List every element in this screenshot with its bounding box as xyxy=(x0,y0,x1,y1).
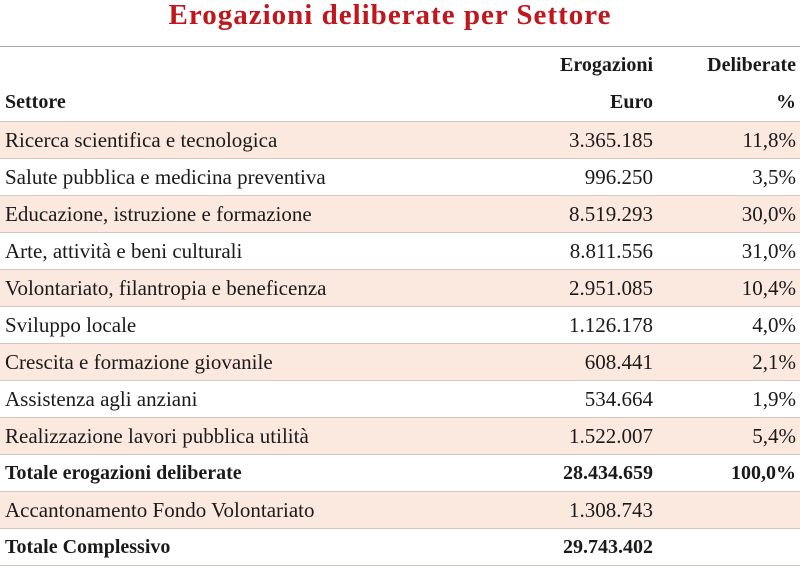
row-pct: 2,1% xyxy=(660,343,800,381)
total-deliberate-pct: 100,0% xyxy=(660,454,800,492)
page-title: Erogazioni deliberate per Settore xyxy=(168,0,612,31)
row-settore: Ricerca scientifica e tecnologica xyxy=(0,121,470,159)
row-euro: 8.519.293 xyxy=(470,195,660,233)
row-pct: 10,4% xyxy=(660,269,800,307)
row-settore: Sviluppo locale xyxy=(0,306,470,344)
table-row: Salute pubblica e medicina preventiva 99… xyxy=(0,158,800,196)
table-row: Sviluppo locale 1.126.178 4,0% xyxy=(0,306,800,344)
row-pct: 4,0% xyxy=(660,306,800,344)
total-deliberate-row: Totale erogazioni deliberate 28.434.659 … xyxy=(0,454,800,492)
row-euro: 996.250 xyxy=(470,158,660,196)
table-row: Ricerca scientifica e tecnologica 3.365.… xyxy=(0,121,800,159)
row-euro: 1.522.007 xyxy=(470,417,660,455)
row-euro: 2.951.085 xyxy=(470,269,660,307)
row-settore: Realizzazione lavori pubblica utilità xyxy=(0,417,470,455)
accantonamento-euro: 1.308.743 xyxy=(470,491,660,529)
total-complessivo-row: Totale Complessivo 29.743.402 xyxy=(0,528,800,566)
table-row: Educazione, istruzione e formazione 8.51… xyxy=(0,195,800,233)
total-deliberate-euro: 28.434.659 xyxy=(470,454,660,492)
header-deliberate: Deliberate % xyxy=(660,46,800,122)
row-euro: 608.441 xyxy=(470,343,660,381)
row-pct: 5,4% xyxy=(660,417,800,455)
total-deliberate-label: Totale erogazioni deliberate xyxy=(0,454,470,492)
row-euro: 3.365.185 xyxy=(470,121,660,159)
row-settore: Assistenza agli anziani xyxy=(0,380,470,418)
total-complessivo-label: Totale Complessivo xyxy=(0,528,470,566)
accantonamento-pct xyxy=(660,491,800,529)
row-pct: 30,0% xyxy=(660,195,800,233)
accantonamento-row: Accantonamento Fondo Volontariato 1.308.… xyxy=(0,491,800,529)
row-settore: Arte, attività e beni culturali xyxy=(0,232,470,270)
row-settore: Educazione, istruzione e formazione xyxy=(0,195,470,233)
row-euro: 534.664 xyxy=(470,380,660,418)
total-complessivo-pct xyxy=(660,528,800,566)
row-settore: Volontariato, filantropia e beneficenza xyxy=(0,269,470,307)
row-euro: 8.811.556 xyxy=(470,232,660,270)
row-settore: Crescita e formazione giovanile xyxy=(0,343,470,381)
header-erogazioni: Erogazioni Euro xyxy=(470,46,660,122)
table-row: Realizzazione lavori pubblica utilità 1.… xyxy=(0,417,800,455)
table-row: Assistenza agli anziani 534.664 1,9% xyxy=(0,380,800,418)
table-row: Crescita e formazione giovanile 608.441 … xyxy=(0,343,800,381)
total-complessivo-euro: 29.743.402 xyxy=(470,528,660,566)
table-row: Volontariato, filantropia e beneficenza … xyxy=(0,269,800,307)
table-row: Arte, attività e beni culturali 8.811.55… xyxy=(0,232,800,270)
row-settore: Salute pubblica e medicina preventiva xyxy=(0,158,470,196)
table-header-row: Settore Erogazioni Euro Deliberate % xyxy=(0,46,800,122)
accantonamento-label: Accantonamento Fondo Volontariato xyxy=(0,491,470,529)
erogazioni-table: Settore Erogazioni Euro Deliberate % Ric… xyxy=(0,46,800,566)
row-pct: 31,0% xyxy=(660,232,800,270)
row-pct: 3,5% xyxy=(660,158,800,196)
row-euro: 1.126.178 xyxy=(470,306,660,344)
header-settore: Settore xyxy=(0,46,470,122)
row-pct: 11,8% xyxy=(660,121,800,159)
row-pct: 1,9% xyxy=(660,380,800,418)
